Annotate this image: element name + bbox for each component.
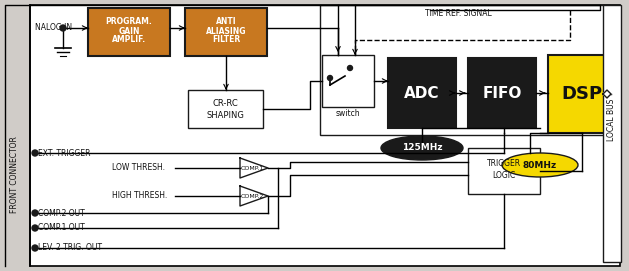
Text: AMPLIF.: AMPLIF. — [112, 36, 146, 44]
Bar — [185, 8, 267, 56]
Text: COMP.1: COMP.1 — [240, 166, 264, 170]
Ellipse shape — [502, 153, 578, 177]
Bar — [388, 58, 456, 128]
Text: DSP: DSP — [562, 85, 603, 103]
Text: ADC: ADC — [404, 85, 440, 101]
Text: COMP.2: COMP.2 — [240, 193, 264, 198]
Polygon shape — [240, 158, 268, 178]
Text: switch: switch — [336, 109, 360, 118]
Bar — [88, 8, 170, 56]
Text: NALOG IN: NALOG IN — [35, 24, 72, 33]
Bar — [468, 58, 536, 128]
Circle shape — [328, 76, 333, 80]
Polygon shape — [240, 186, 268, 206]
Ellipse shape — [381, 136, 463, 160]
Polygon shape — [603, 90, 611, 98]
Text: LOW THRESH.: LOW THRESH. — [112, 163, 165, 173]
Text: ANTI: ANTI — [216, 18, 237, 27]
Circle shape — [347, 66, 352, 70]
Circle shape — [32, 210, 38, 216]
Text: TIME REF. SIGNAL: TIME REF. SIGNAL — [425, 9, 492, 18]
Text: EXT. TRIGGER: EXT. TRIGGER — [38, 149, 91, 157]
Text: PROGRAM.: PROGRAM. — [106, 18, 152, 27]
Text: LOGIC: LOGIC — [493, 170, 516, 179]
Text: 80MHz: 80MHz — [523, 160, 557, 169]
Text: FRONT CONNECTOR: FRONT CONNECTOR — [11, 137, 19, 214]
Text: GAIN: GAIN — [118, 27, 140, 36]
Circle shape — [32, 225, 38, 231]
Circle shape — [32, 245, 38, 251]
Text: TRIGGER: TRIGGER — [487, 159, 521, 167]
Text: SHAPING: SHAPING — [206, 111, 244, 121]
Bar — [548, 55, 616, 133]
Text: LEV. 2 TRIG. OUT: LEV. 2 TRIG. OUT — [38, 244, 102, 253]
Text: FIFO: FIFO — [482, 85, 521, 101]
Text: FILTER: FILTER — [212, 36, 240, 44]
Bar — [322, 55, 374, 107]
Circle shape — [32, 150, 38, 156]
Text: COMP.2 OUT: COMP.2 OUT — [38, 208, 85, 218]
Circle shape — [60, 25, 66, 31]
Text: 125MHz: 125MHz — [402, 144, 442, 153]
Text: HIGH THRESH.: HIGH THRESH. — [112, 191, 167, 199]
Text: LOCAL BUS: LOCAL BUS — [608, 99, 616, 141]
Text: CR-RC: CR-RC — [212, 99, 238, 108]
Bar — [603, 5, 621, 262]
Bar — [320, 5, 610, 135]
Bar — [188, 90, 263, 128]
Text: ALIASING: ALIASING — [206, 27, 246, 36]
Text: COMP.1 OUT: COMP.1 OUT — [38, 224, 85, 233]
Bar — [468, 148, 540, 194]
